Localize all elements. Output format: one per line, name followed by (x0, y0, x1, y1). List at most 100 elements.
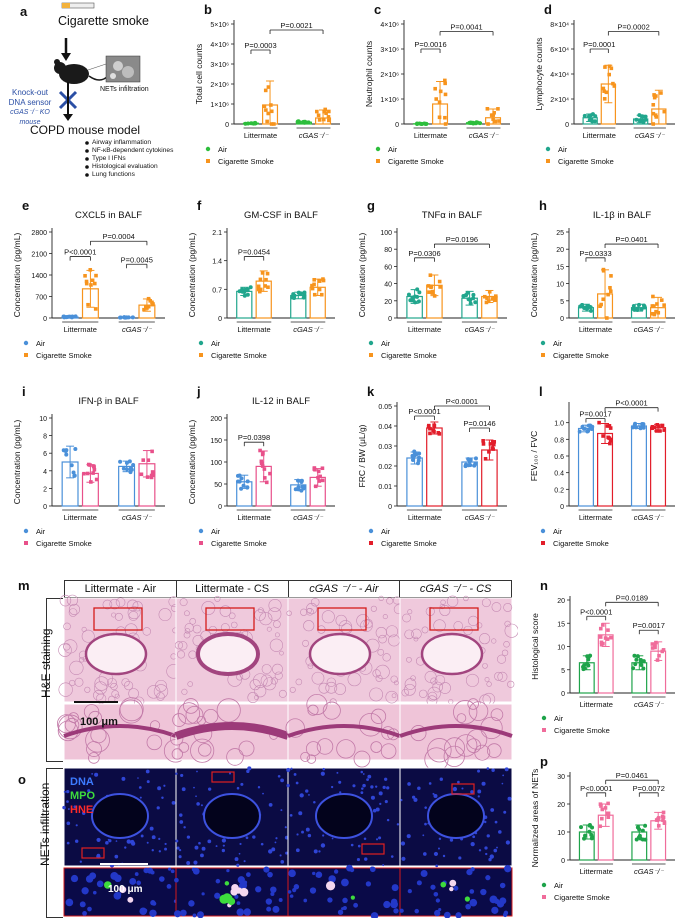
nucleus (496, 846, 498, 849)
nucleus (94, 772, 99, 777)
data-point (299, 488, 304, 493)
data-point (653, 645, 657, 649)
group-label-cgas: cGAS⁻/⁻ (634, 867, 665, 876)
data-point (437, 115, 442, 120)
y-tick-label: 2800 (31, 230, 47, 237)
group-label-cgas: cGAS⁻/⁻ (299, 131, 330, 140)
chart-g-svg: g TNFα in BALF 0 20 40 60 80 100 Concentration (… (357, 198, 507, 360)
nucleus (502, 774, 505, 777)
nucleus (138, 786, 142, 789)
data-point (599, 804, 603, 808)
airway (84, 632, 148, 676)
data-point (602, 89, 606, 93)
y-tick-label: 4×10⁶ (380, 22, 399, 29)
nucleus (400, 798, 403, 802)
alveolus (59, 594, 72, 607)
data-point (69, 315, 74, 320)
zoom-nucleus (214, 892, 221, 899)
zoom-nucleus (312, 871, 316, 876)
data-point (237, 289, 242, 294)
zoom-nucleus (430, 884, 436, 890)
alveolus (378, 595, 384, 601)
nucleus (442, 854, 446, 858)
data-point (316, 113, 321, 118)
data-point (322, 109, 326, 114)
chart-title: CXCL5 in BALF (75, 210, 142, 221)
y-tick-label: 0.6 (554, 454, 564, 461)
zoom-nucleus (96, 880, 104, 888)
zoom-alveolus (305, 741, 321, 757)
data-point (443, 81, 447, 86)
nucleus (91, 773, 94, 775)
legend-cs-label: Cigarette Smoke (558, 157, 614, 166)
alveolus (184, 628, 191, 634)
zoom-nucleus (150, 900, 156, 906)
nucleus (289, 813, 293, 817)
legend-air-icon (205, 146, 211, 152)
nets-zoom-box (451, 783, 475, 795)
data-point (242, 290, 247, 295)
model-bullets: Airway inflammation NF-κB-dependent cyto… (92, 139, 173, 179)
alveolus (114, 693, 120, 699)
alveolus (266, 626, 272, 632)
alveolus (147, 685, 161, 699)
data-point (606, 815, 611, 819)
zoom-nucleus (134, 872, 139, 876)
data-point (587, 822, 592, 827)
data-point (661, 818, 665, 822)
data-point (587, 304, 592, 309)
data-point (482, 294, 487, 299)
data-point (262, 467, 267, 471)
alveolus (476, 622, 483, 629)
data-point (654, 309, 658, 314)
alveolus (81, 629, 95, 643)
chart-e-svg: e CXCL5 in BALF 0 700 1400 2100 2800 Concentrat… (12, 198, 165, 360)
data-point (94, 273, 98, 278)
data-point (654, 115, 659, 119)
data-point (252, 121, 257, 126)
alveolus (58, 682, 73, 697)
legend-cs-icon (206, 159, 210, 163)
nucleus (293, 773, 297, 776)
legend-cs-label: Cigarette Smoke (554, 726, 610, 735)
data-point (493, 119, 497, 124)
legend-cs-label: Cigarette Smoke (381, 539, 437, 548)
alveolus (128, 611, 139, 621)
pvalue-label: P<0.0001 (64, 248, 96, 257)
zoom-alveolus (300, 751, 311, 762)
data-point (660, 649, 665, 654)
zoom-nucleus (255, 886, 262, 893)
data-point (419, 122, 424, 126)
zoom-nucleus (303, 898, 308, 903)
legend-cs-label: Cigarette Smoke (553, 351, 609, 360)
pvalue-label: P<0.0001 (615, 399, 647, 408)
pvalue-label: P=0.0072 (633, 784, 665, 793)
data-point (637, 113, 642, 118)
zoom-alveolus (88, 752, 100, 764)
nucleus (437, 847, 440, 850)
bar (406, 457, 423, 507)
zoom-alveolus (456, 713, 467, 723)
y-tick-label: 1×10⁶ (380, 97, 399, 104)
zoom-alveolus (183, 698, 199, 714)
y-axis-label: Concentration (pg/mL) (357, 233, 367, 318)
knockout-label: Knock-out DNA sensor cGAS⁻/⁻ KO mouse (0, 88, 60, 128)
nucleus (124, 846, 127, 849)
legend-cs-label: Cigarette Smoke (36, 351, 92, 360)
zoom-nucleus (174, 877, 179, 883)
data-point (490, 297, 495, 301)
alveolus (126, 599, 139, 612)
zoom-nucleus (267, 871, 273, 878)
zoom-nucleus (485, 875, 491, 881)
data-point (471, 296, 476, 301)
zoom-nucleus (309, 887, 317, 894)
pvalue-label: P<0.0001 (408, 407, 440, 416)
panel-label-l: l (539, 384, 543, 399)
zoom-alveolus (68, 712, 79, 723)
nucleus (279, 854, 282, 857)
data-point (612, 84, 617, 88)
legend-cs-icon (199, 541, 203, 545)
col-header-3: cGAS ⁻/⁻ - Air (287, 581, 400, 597)
nucleus (481, 781, 486, 786)
alveolus (385, 690, 399, 704)
